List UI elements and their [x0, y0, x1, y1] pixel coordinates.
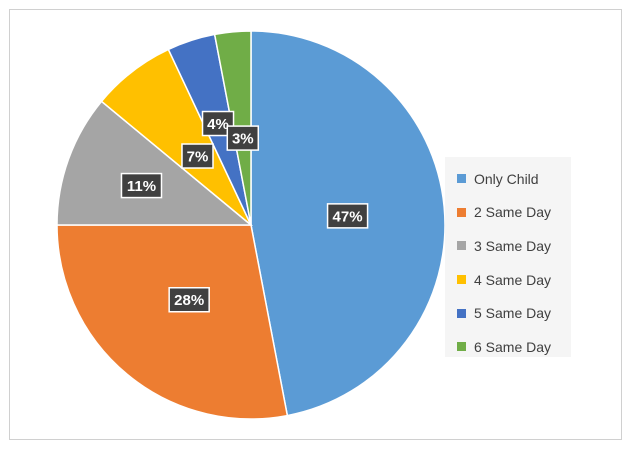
- data-label-text: 28%: [174, 292, 204, 309]
- legend-swatch: [457, 241, 466, 251]
- legend-item: 4 Same Day: [457, 263, 571, 297]
- legend-swatch: [457, 174, 466, 184]
- data-label-box: [120, 172, 163, 199]
- data-label-text: 3%: [232, 131, 254, 148]
- data-label-3: 11%: [120, 172, 163, 199]
- legend-label: 2 Same Day: [474, 204, 552, 221]
- data-label-box: [226, 125, 260, 151]
- legend-label: 3 Same Day: [474, 237, 552, 254]
- legend-item: 3 Same Day: [457, 229, 571, 263]
- legend-item: Only Child: [457, 162, 571, 196]
- legend-swatch: [457, 207, 466, 217]
- data-label-4: 7%: [181, 143, 214, 169]
- legend-item: 5 Same Day: [457, 296, 571, 330]
- legend-label: Only Child: [474, 170, 539, 187]
- legend-swatch: [457, 342, 466, 352]
- legend-swatch: [457, 275, 466, 285]
- legend-item: 6 Same Day: [457, 330, 571, 364]
- pie-data-labels: 47% 28% 11% 7% 4%3%: [120, 110, 369, 313]
- data-label-text: 4%: [207, 116, 229, 133]
- data-label-box: [181, 143, 214, 169]
- pie-slices: [56, 30, 446, 420]
- data-label-text: 7%: [187, 149, 209, 166]
- legend-label: 5 Same Day: [474, 305, 552, 322]
- data-label-text: 11%: [127, 178, 156, 195]
- legend-swatch: [457, 308, 466, 318]
- legend: Only Child 2 Same Day 3 Same Day 4 Same Day…: [445, 157, 571, 357]
- data-label-text: 47%: [333, 208, 363, 225]
- legend-item: 2 Same Day: [457, 196, 571, 230]
- data-label-6: 3%: [226, 125, 260, 151]
- data-label-1: 47%: [326, 203, 369, 229]
- legend-label: 4 Same Day: [474, 271, 552, 288]
- data-label-box: [326, 203, 369, 229]
- legend-label: 6 Same Day: [474, 338, 552, 355]
- data-label-2: 28%: [168, 286, 210, 313]
- data-label-box: [168, 286, 210, 313]
- pie-slice-3: [56, 100, 254, 226]
- pie-slice-2: [56, 224, 289, 420]
